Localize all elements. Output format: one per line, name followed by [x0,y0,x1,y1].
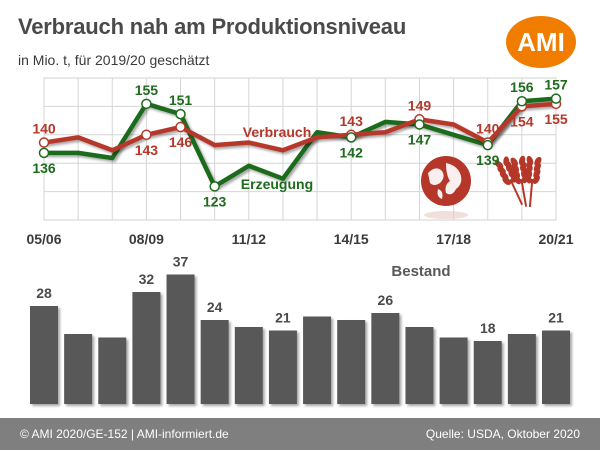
bar-value-label: 26 [378,292,394,308]
data-label: 140 [476,121,500,137]
wheat-stalk [494,156,524,206]
bar-value-label: 28 [36,285,52,301]
data-point [38,137,50,148]
wheat-grain [518,155,526,166]
data-label: 140 [32,121,56,137]
ami-logo: AMI [506,16,576,68]
wheat-grain [494,160,504,169]
x-tick-label: 20/21 [538,231,573,247]
wheat-stalk [525,155,542,207]
wheat-icon [494,155,542,207]
data-label: 154 [510,113,534,129]
footer-source: Quelle: USDA, Oktober 2020 [425,427,580,441]
data-label: 155 [544,111,568,127]
data-point [141,129,152,141]
data-label: 143 [135,142,159,158]
data-label: 151 [169,92,193,108]
data-point [482,139,493,151]
bar-value-label: 37 [173,254,189,270]
x-tick-label: 17/18 [436,231,471,247]
x-tick-label: 14/15 [334,231,369,247]
data-label: 142 [340,144,364,160]
plot-frame [43,77,557,221]
bar-value-label: 24 [207,299,223,315]
wheat-grain [534,156,542,167]
x-tick-label: 05/06 [26,231,61,247]
bar [132,292,161,404]
globe-icon [421,156,471,219]
data-point [209,181,220,192]
wheat-stem [528,178,534,207]
bar-chart-title: Bestand [391,263,450,280]
footer-copyright: © AMI 2020/GE-152 | AMI-informiert.de [20,427,229,441]
data-label: 143 [340,113,364,129]
data-label: 146 [169,134,193,150]
globe-continent [428,168,444,185]
data-point [516,95,528,107]
wheat-grain [526,155,534,166]
data-point [175,121,186,133]
bar [473,341,502,404]
data-point [414,119,425,130]
series-line-verbrauch [43,101,557,153]
bar-value-label: 21 [275,310,291,326]
bar [200,320,229,404]
bar [371,313,400,404]
data-label: 156 [510,79,534,95]
footer-bar: © AMI 2020/GE-152 | AMI-informiert.de Qu… [0,418,600,450]
data-point [175,108,186,120]
bar [98,337,127,404]
globe-continent [445,163,462,195]
globe-reflection [424,211,468,219]
bar [542,330,570,404]
bar [64,334,93,404]
bar [337,320,366,404]
data-point [345,132,357,143]
globe-disc [421,156,471,206]
data-label: 136 [32,160,56,176]
bar [30,306,58,404]
bar [439,337,468,404]
globe-continent [437,189,443,199]
data-label: 155 [135,82,159,98]
bar-value-label: 18 [480,320,496,336]
bar [268,330,297,404]
wheat-stem [520,178,528,207]
chart-title: Verbrauch nah am Produktionsniveau [18,14,407,39]
bar [234,327,263,404]
bar [166,274,195,404]
wheat-stalk [510,155,529,207]
x-tick-label: 08/09 [129,231,164,247]
data-point [38,147,50,159]
series-name-erzeugung: Erzeugung [241,176,313,192]
bar [405,327,434,404]
data-label: 139 [476,152,500,168]
bar-value-label: 32 [139,271,155,287]
data-label: 149 [408,97,432,113]
data-point [550,93,562,104]
chart-canvas: 140 143 146 143 149 140 154 155 136 155 151 123 142 1… [26,77,574,404]
bar [303,316,332,404]
wheat-stem [509,178,524,206]
data-label: 123 [203,193,227,209]
bar-value-label: 21 [548,310,564,326]
wheat-grain [510,157,519,167]
x-tick-label: 11/12 [232,231,266,247]
bar [507,334,536,404]
series-line-erzeugung [44,96,557,189]
chart-subtitle: in Mio. t, für 2019/20 geschätzt [18,52,210,68]
data-label: 157 [544,77,568,93]
data-point [141,98,152,110]
series-name-verbrauch: Verbrauch [243,124,311,140]
data-label: 147 [408,131,432,147]
wheat-grain [503,156,510,167]
